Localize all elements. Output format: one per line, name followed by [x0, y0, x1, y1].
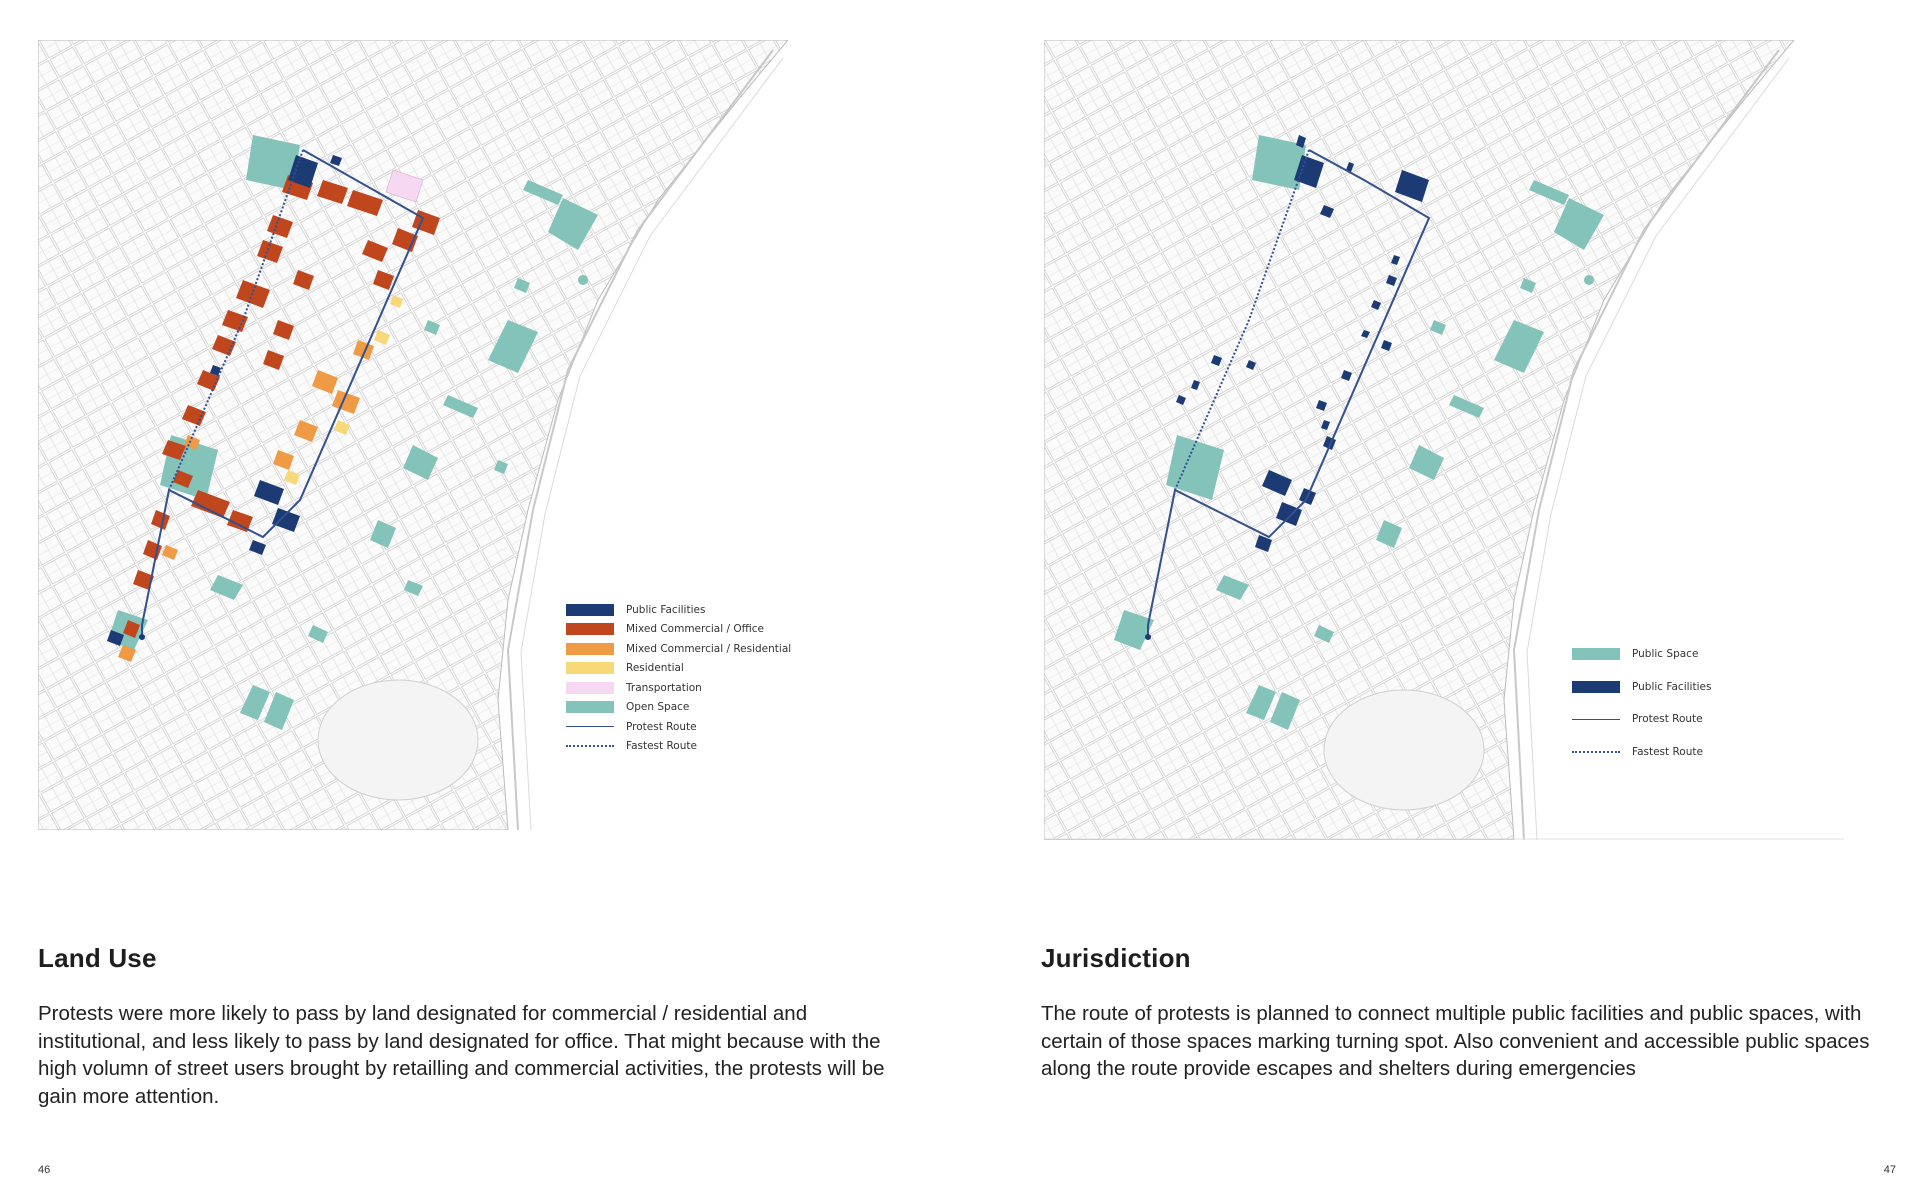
legend-item: Protest Route — [1572, 703, 1711, 736]
legend-swatch-protest-route — [566, 726, 614, 728]
open-space-areas — [108, 135, 598, 730]
public-space-areas — [1114, 135, 1604, 730]
left-page: Public Facilities Mixed Commercial / Off… — [38, 40, 885, 1176]
page-number: 46 — [38, 1164, 51, 1176]
legend-swatch-commercial-residential — [566, 642, 614, 655]
legend-item: Transportation — [566, 678, 791, 698]
legend-label: Fastest Route — [626, 740, 697, 753]
page-number: 47 — [1883, 1164, 1896, 1176]
legend-swatch-open-space — [566, 701, 614, 714]
land-use-map — [38, 40, 788, 830]
right-page: Public Space Public Facilities Protest R… — [960, 0, 1920, 1180]
section-body: The route of protests is planned to conn… — [1041, 1002, 1870, 1080]
legend-swatch-public-facilities — [1572, 680, 1620, 693]
legend-swatch-transportation — [566, 681, 614, 694]
legend-item: Mixed Commercial / Residential — [566, 639, 791, 659]
legend-item: Residential — [566, 659, 791, 679]
legend-label: Public Facilities — [626, 603, 706, 616]
legend-label: Protest Route — [1632, 713, 1703, 726]
legend-item: Public Facilities — [1572, 671, 1711, 704]
jurisdiction-legend: Public Space Public Facilities Protest R… — [1572, 638, 1711, 768]
section-title: Land Use — [38, 943, 157, 973]
land-use-map-graphic — [38, 40, 788, 830]
legend-label: Residential — [626, 662, 684, 675]
legend-label: Mixed Commercial / Office — [626, 623, 764, 636]
legend-item: Public Facilities — [566, 600, 791, 620]
legend-label: Mixed Commercial / Residential — [626, 642, 792, 655]
legend-label: Public Space — [1632, 648, 1699, 661]
legend-item: Open Space — [566, 698, 791, 718]
legend-item: Fastest Route — [1572, 736, 1711, 769]
public-facility-blocks — [1176, 135, 1429, 552]
legend-item: Protest Route — [566, 717, 791, 737]
legend-item: Public Space — [1572, 638, 1711, 671]
legend-label: Public Facilities — [1632, 680, 1712, 693]
legend-item: Fastest Route — [566, 737, 791, 757]
legend-swatch-public-space — [1572, 648, 1620, 661]
section-title: Jurisdiction — [1041, 943, 1191, 973]
section-body: Protests were more likely to pass by lan… — [38, 1002, 885, 1108]
legend-swatch-public-facilities — [566, 603, 614, 616]
legend-swatch-fastest-route — [1572, 750, 1620, 753]
legend-label: Fastest Route — [1632, 745, 1703, 758]
legend-label: Open Space — [626, 701, 690, 714]
legend-swatch-protest-route — [1572, 718, 1620, 720]
legend-swatch-residential — [566, 662, 614, 675]
residential-blocks — [284, 295, 403, 485]
legend-swatch-fastest-route — [566, 745, 614, 748]
legend-label: Protest Route — [626, 720, 697, 733]
jurisdiction-map-graphic — [1044, 40, 1844, 840]
legend-label: Transportation — [626, 681, 702, 694]
legend-item: Mixed Commercial / Office — [566, 620, 791, 640]
commercial-residential-blocks — [118, 340, 374, 662]
jurisdiction-map — [1044, 40, 1844, 840]
legend-swatch-commercial-office — [566, 623, 614, 636]
land-use-legend: Public Facilities Mixed Commercial / Off… — [566, 600, 791, 756]
public-facilities-blocks — [107, 155, 342, 646]
